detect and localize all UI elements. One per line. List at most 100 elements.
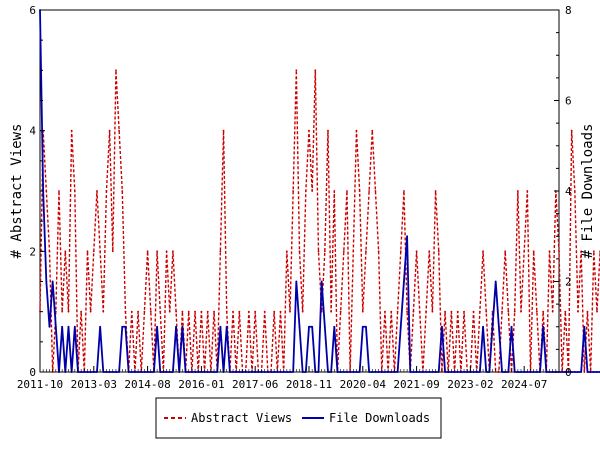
data-point xyxy=(96,190,98,192)
data-point xyxy=(425,310,427,313)
data-point xyxy=(156,325,158,328)
data-point xyxy=(323,250,326,253)
data-point xyxy=(289,310,291,313)
data-point xyxy=(513,310,516,313)
data-point xyxy=(523,250,526,253)
left-tick-label: 0 xyxy=(29,366,36,379)
data-point xyxy=(491,325,494,328)
data-point xyxy=(580,371,583,373)
data-point xyxy=(311,190,314,192)
data-point xyxy=(314,69,317,72)
data-point xyxy=(406,310,408,313)
right-tick-label: 4 xyxy=(565,185,572,198)
data-point xyxy=(368,190,371,192)
data-point xyxy=(586,371,589,373)
data-point xyxy=(143,310,146,313)
right-tick-label: 6 xyxy=(565,95,572,108)
data-point xyxy=(175,310,177,313)
data-point xyxy=(61,310,64,313)
data-point xyxy=(573,190,576,192)
data-point xyxy=(58,190,60,192)
data-point xyxy=(339,310,342,313)
data-point xyxy=(301,310,304,313)
data-point xyxy=(67,325,70,328)
data-point xyxy=(45,190,48,192)
data-point xyxy=(115,69,117,72)
legend-box xyxy=(155,397,442,439)
x-axis: 2011-10 2013-03 2014-08 2016-01 2017-06 2018-… xyxy=(17,366,560,391)
data-point xyxy=(564,310,567,313)
data-point xyxy=(507,310,510,313)
right-tick-label: 0 xyxy=(565,366,572,379)
data-point xyxy=(456,310,459,313)
data-point xyxy=(232,310,234,313)
data-point xyxy=(592,250,595,253)
data-point xyxy=(577,371,579,373)
data-point xyxy=(583,325,586,328)
data-point xyxy=(175,325,177,328)
data-point xyxy=(478,310,481,313)
data-point xyxy=(352,250,355,253)
data-point xyxy=(200,310,203,313)
data-point xyxy=(295,69,298,72)
x-tick-label: 2023-02 xyxy=(447,378,493,391)
data-point xyxy=(365,325,367,328)
data-point xyxy=(130,310,133,313)
data-point xyxy=(298,250,301,253)
data-point xyxy=(567,371,570,373)
data-point xyxy=(308,325,310,328)
data-point xyxy=(406,235,408,238)
right-y-axis: 0 2 4 6 8 xyxy=(554,4,572,379)
data-point xyxy=(520,310,522,313)
data-point xyxy=(596,310,598,313)
data-point xyxy=(99,325,102,328)
data-point xyxy=(586,310,589,313)
data-point xyxy=(580,250,583,253)
data-point xyxy=(225,310,228,313)
data-point xyxy=(86,250,89,253)
data-point xyxy=(390,310,393,313)
data-point xyxy=(92,250,95,253)
data-point xyxy=(273,310,276,313)
data-point xyxy=(124,310,127,313)
data-point xyxy=(510,325,513,328)
x-tick-label: 2020-04 xyxy=(340,378,387,391)
data-point xyxy=(399,250,402,253)
data-point xyxy=(384,310,386,313)
data-point xyxy=(463,310,465,313)
data-point xyxy=(501,310,503,313)
data-point xyxy=(333,190,336,192)
x-tick-label: 2018-11 xyxy=(286,378,332,391)
data-point xyxy=(542,325,545,328)
data-point xyxy=(361,310,364,313)
data-point xyxy=(295,280,298,283)
data-point xyxy=(441,325,443,328)
data-point xyxy=(504,250,507,253)
data-point xyxy=(61,325,64,328)
data-point xyxy=(415,250,418,253)
data-point xyxy=(472,310,475,313)
data-point xyxy=(558,250,560,253)
data-point xyxy=(418,310,421,313)
right-tick-label: 8 xyxy=(565,4,572,17)
data-point xyxy=(48,250,51,253)
data-point xyxy=(327,129,329,132)
data-point xyxy=(342,250,345,253)
data-point xyxy=(535,310,538,313)
data-point xyxy=(444,310,446,313)
data-point xyxy=(330,310,333,313)
data-point xyxy=(516,190,519,192)
data-point xyxy=(73,325,76,328)
data-point xyxy=(323,325,326,328)
data-point xyxy=(89,310,92,313)
data-point xyxy=(396,310,399,313)
data-point xyxy=(159,310,162,313)
data-point xyxy=(222,129,225,132)
data-point xyxy=(149,310,152,313)
data-point xyxy=(365,250,367,253)
data-point xyxy=(358,190,361,192)
data-point xyxy=(54,325,57,328)
data-point xyxy=(317,250,320,253)
data-point xyxy=(355,129,358,132)
data-point xyxy=(589,371,592,373)
